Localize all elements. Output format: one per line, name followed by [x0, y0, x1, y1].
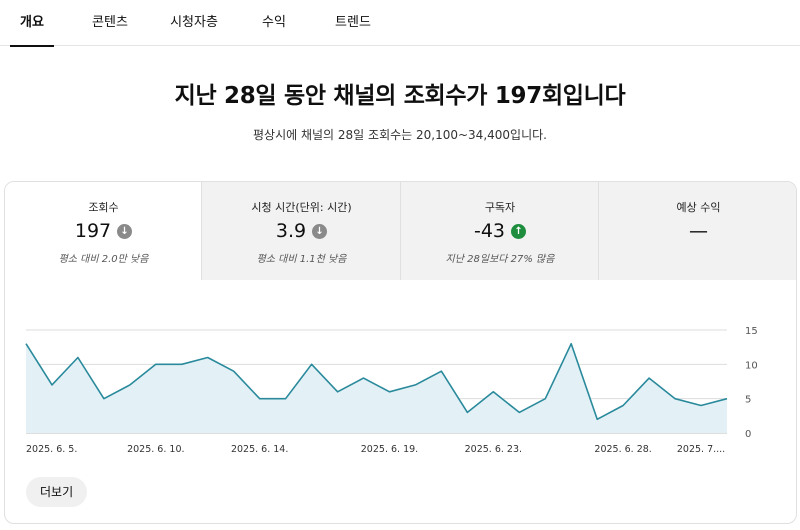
- arrow-up-icon: ↑: [511, 223, 527, 239]
- x-tick-label: 2025. 6. 28.: [594, 444, 651, 455]
- chart-series-line: [25, 342, 728, 421]
- more-button[interactable]: 더보기: [26, 477, 88, 507]
- divider: [400, 182, 401, 280]
- x-tick-label: 2025. 6. 19.: [361, 444, 418, 455]
- metric-value: 3.9: [275, 220, 307, 242]
- x-tick-label: 2025. 6. 23.: [465, 444, 522, 455]
- arrow-down-icon: ↓: [117, 223, 133, 239]
- metric-comparison: 지난 28일보다 27% 많음: [445, 254, 555, 265]
- metric-value: —: [689, 220, 708, 242]
- metric-value-row: -43 ↑: [401, 218, 599, 244]
- analytics-card: 조회수 197 ↓ 평소 대비 2.0만 낮음 시청 시간(단위: 시간) 3.…: [4, 181, 797, 524]
- y-tick-label: 5: [745, 395, 751, 406]
- metric-label: 시청 시간(단위: 시간): [251, 201, 352, 214]
- y-tick-label: 0: [745, 429, 751, 440]
- metric-value-row: 197 ↓: [5, 218, 202, 244]
- metric-watch-time[interactable]: 시청 시간(단위: 시간) 3.9 ↓ 평소 대비 1.1천 낮음: [202, 182, 401, 280]
- y-tick-label: 15: [745, 326, 758, 337]
- tab-audience[interactable]: 시청자층: [170, 15, 218, 30]
- metric-label: 조회수: [88, 201, 119, 214]
- x-tick-label: 2025. 6. 10.: [127, 444, 184, 455]
- metric-value: 197: [74, 220, 112, 242]
- metric-estimated-revenue[interactable]: 예상 수익 —: [599, 182, 796, 280]
- tab-bar: 개요 콘텐츠 시청자층 수익 트렌드: [0, 0, 800, 47]
- metric-tabs: 조회수 197 ↓ 평소 대비 2.0만 낮음 시청 시간(단위: 시간) 3.…: [5, 182, 796, 280]
- chart-x-axis: 2025. 6. 5. 2025. 6. 10. 2025. 6. 14. 2025.…: [26, 444, 725, 455]
- chart-y-axis: 0 5 10 15: [745, 326, 758, 440]
- metric-value-row: —: [599, 218, 796, 244]
- page-title: 지난 28일 동안 채널의 조회수가 197회입니다: [174, 83, 626, 109]
- metric-comparison: 평소 대비 2.0만 낮음: [58, 254, 149, 265]
- metric-subscribers[interactable]: 구독자 -43 ↑ 지난 28일보다 27% 많음: [401, 182, 599, 280]
- arrow-down-icon: ↓: [312, 223, 328, 239]
- metric-value: -43: [473, 220, 506, 242]
- metric-label: 구독자: [484, 201, 516, 214]
- x-tick-label: 2025. 6. 5.: [26, 444, 77, 455]
- chart-area-fill: [26, 343, 727, 433]
- y-tick-label: 10: [745, 360, 758, 371]
- x-tick-label: 2025. 7....: [677, 444, 725, 455]
- divider: [201, 182, 202, 280]
- tab-content[interactable]: 콘텐츠: [92, 15, 128, 30]
- metric-value-row: 3.9 ↓: [202, 218, 401, 244]
- metric-views[interactable]: 조회수 197 ↓ 평소 대비 2.0만 낮음: [5, 182, 202, 280]
- tab-trends[interactable]: 트렌드: [335, 15, 371, 30]
- metric-label: 예상 수익: [676, 201, 721, 214]
- page-subtitle: 평상시에 채널의 28일 조회수는 20,100~34,400입니다.: [253, 128, 547, 142]
- views-line-chart: 0 5 10 15 2025. 6. 5. 2025. 6. 10. 2025. 6. 1…: [25, 326, 758, 455]
- metric-comparison: 평소 대비 1.1천 낮음: [256, 254, 347, 265]
- tab-overview[interactable]: 개요: [10, 0, 54, 47]
- x-tick-label: 2025. 6. 14.: [231, 444, 288, 455]
- tab-revenue[interactable]: 수익: [262, 15, 286, 30]
- divider: [598, 182, 599, 280]
